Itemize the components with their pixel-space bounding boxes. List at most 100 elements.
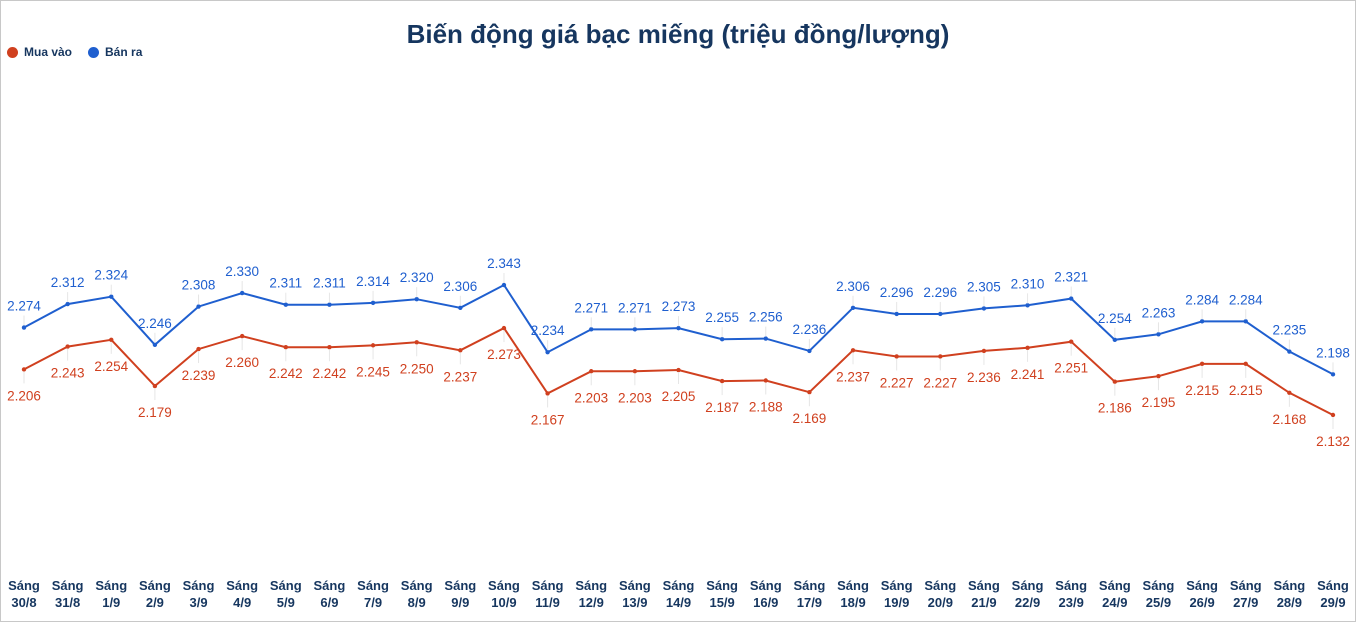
- point: [545, 391, 550, 396]
- data-label: 2.168: [1272, 412, 1306, 427]
- point: [894, 311, 899, 317]
- x-tick-label: Sáng 5/9: [269, 578, 302, 610]
- data-label: 2.236: [793, 322, 827, 337]
- point: [109, 337, 114, 343]
- data-label: 2.321: [1054, 270, 1088, 285]
- point: [196, 304, 201, 309]
- data-label: 2.242: [269, 366, 303, 381]
- point: [1330, 372, 1336, 377]
- data-label: 2.242: [313, 366, 347, 381]
- x-tick-label: Sáng 7/9: [357, 578, 389, 610]
- legend-item: Bán ra: [88, 45, 142, 59]
- x-tick-label: Sáng 25/9: [1142, 578, 1175, 610]
- point: [1156, 373, 1161, 379]
- x-tick-label: Sáng 21/9: [968, 578, 1000, 610]
- point: [1069, 339, 1074, 344]
- data-label: 2.243: [51, 366, 85, 381]
- data-label: 2.254: [1098, 311, 1132, 326]
- x-tick-label: Sáng 11/9: [531, 578, 564, 610]
- point: [1287, 349, 1292, 354]
- data-label: 2.311: [269, 276, 302, 291]
- point: [1287, 390, 1292, 396]
- point: [501, 325, 507, 331]
- data-label: 2.227: [923, 375, 957, 390]
- x-tick-label: Sáng 2/9: [138, 578, 171, 610]
- data-label: 2.254: [94, 359, 128, 374]
- x-tick-label: Sáng 30/8: [8, 578, 40, 610]
- point: [370, 343, 376, 348]
- x-tick-label: Sáng 12/9: [575, 578, 608, 610]
- data-label: 2.343: [487, 256, 521, 271]
- point: [1199, 361, 1205, 367]
- data-label: 2.250: [400, 361, 434, 376]
- data-label: 2.203: [574, 390, 608, 405]
- point: [981, 348, 987, 354]
- x-tick-label: Sáng 28/9: [1273, 578, 1306, 610]
- x-tick-label: Sáng 6/9: [313, 578, 346, 610]
- x-tick-label: Sáng 1/9: [95, 578, 128, 610]
- data-label: 2.215: [1229, 383, 1263, 398]
- x-tick-label: Sáng 17/9: [793, 578, 826, 610]
- data-label: 2.274: [7, 299, 41, 314]
- point: [152, 383, 158, 389]
- point: [676, 367, 681, 373]
- chart-title: Biến động giá bạc miếng (triệu đồng/lượn…: [406, 19, 950, 49]
- point: [152, 342, 158, 347]
- data-label: 2.255: [705, 310, 739, 325]
- data-label: 2.306: [443, 279, 477, 294]
- point: [938, 354, 943, 359]
- x-tick-label: Sáng 13/9: [618, 578, 651, 610]
- data-label: 2.186: [1098, 401, 1132, 416]
- data-label: 2.246: [138, 316, 172, 331]
- point: [1156, 332, 1161, 337]
- point: [109, 294, 114, 299]
- point: [1112, 379, 1118, 384]
- data-label: 2.215: [1185, 383, 1219, 398]
- data-label: 2.237: [836, 369, 870, 384]
- point: [239, 333, 245, 339]
- data-label: 2.205: [662, 389, 696, 404]
- data-label: 2.314: [356, 274, 390, 289]
- data-label: 2.187: [705, 400, 739, 415]
- data-label: 2.256: [749, 310, 783, 325]
- x-tick-label: Sáng 19/9: [880, 578, 913, 610]
- point: [719, 378, 725, 384]
- x-tick-label: Sáng 26/9: [1186, 578, 1218, 610]
- data-label: 2.198: [1316, 345, 1350, 360]
- data-label: 2.245: [356, 364, 390, 379]
- x-tick-label: Sáng 15/9: [706, 578, 739, 610]
- point: [763, 378, 768, 383]
- data-label: 2.227: [880, 375, 914, 390]
- legend: Mua vào Bán ra: [7, 45, 142, 59]
- point: [632, 369, 638, 374]
- point: [196, 346, 201, 352]
- data-label: 2.236: [967, 370, 1001, 385]
- x-tick-label: Sáng 20/9: [924, 578, 957, 610]
- point: [589, 369, 594, 374]
- data-label: 2.273: [662, 299, 696, 314]
- x-tick-label: Sáng 16/9: [749, 578, 782, 610]
- point: [239, 290, 245, 296]
- point: [981, 306, 987, 311]
- point: [1199, 319, 1205, 324]
- point: [938, 311, 943, 317]
- legend-item: Mua vào: [7, 45, 72, 59]
- x-tick-label: Sáng 3/9: [182, 578, 215, 610]
- data-label: 2.330: [225, 264, 259, 279]
- point: [65, 301, 70, 307]
- point: [850, 305, 856, 310]
- data-label: 2.235: [1272, 323, 1306, 338]
- point: [414, 340, 419, 345]
- x-tick-label: Sáng 10/9: [488, 578, 520, 610]
- data-label: 2.308: [182, 278, 216, 293]
- data-label: 2.234: [531, 323, 565, 338]
- point: [807, 348, 812, 354]
- x-tick-label: Sáng 27/9: [1229, 578, 1262, 610]
- point: [458, 305, 463, 310]
- data-label: 2.132: [1316, 434, 1350, 449]
- point: [589, 327, 594, 332]
- data-label: 2.306: [836, 279, 870, 294]
- x-tick-label: Sáng 14/9: [662, 578, 695, 610]
- point: [632, 327, 638, 332]
- point: [501, 282, 507, 288]
